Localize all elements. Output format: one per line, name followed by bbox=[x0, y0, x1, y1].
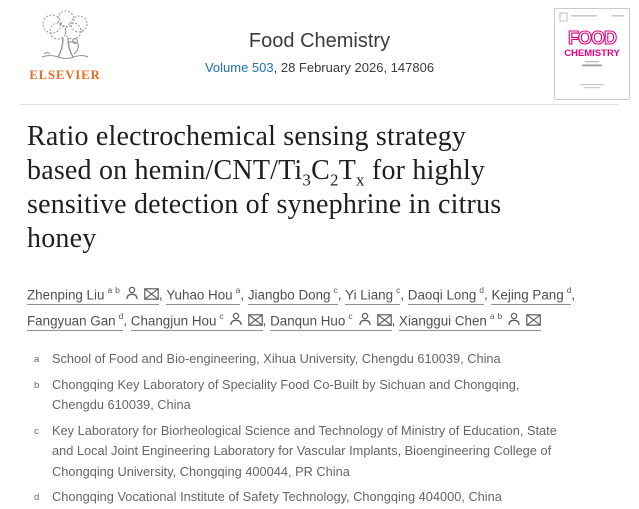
author-affiliation-sup: d bbox=[566, 284, 572, 295]
author-link[interactable]: Zhenping Liu a b bbox=[27, 283, 159, 305]
affiliation-text: School of Food and Bio-engineering, Xihu… bbox=[52, 351, 501, 366]
title-text: honey bbox=[27, 223, 97, 254]
title-text: Ratio electrochemical sensing strategy bbox=[27, 121, 467, 152]
author-email-icon[interactable] bbox=[526, 314, 542, 326]
title-text: C bbox=[311, 155, 330, 186]
author-link[interactable]: Changjun Hou c bbox=[130, 309, 263, 331]
journal-title-link[interactable]: Food Chemistry bbox=[248, 30, 391, 52]
journal-header-center: Food Chemistry Volume 503, 28 February 2… bbox=[110, 30, 529, 75]
author-email-icon[interactable] bbox=[247, 314, 263, 326]
cover-title-food: FOOD bbox=[568, 28, 617, 48]
affiliation-item: b Chongqing Key Laboratory of Speciality … bbox=[27, 375, 572, 416]
author-person-icon[interactable] bbox=[507, 312, 521, 326]
author-link[interactable]: Danqun Huo c bbox=[270, 309, 392, 331]
affiliation-item: d Chongqing Vocational Institute of Safet… bbox=[27, 487, 572, 508]
author-link[interactable]: Daoqi Long d bbox=[407, 283, 485, 305]
author-affiliation-sup: b bbox=[115, 284, 120, 295]
title-text: sensitive detection of synephrine in cit… bbox=[27, 189, 502, 220]
author-link[interactable]: Yuhao Hou a bbox=[166, 283, 241, 305]
author-person-icon[interactable] bbox=[358, 312, 372, 326]
author-list: Zhenping Liu a b, Yuhao Hou a, Jiangbo Dong… bbox=[27, 282, 615, 334]
title-subscript: 2 bbox=[330, 170, 339, 190]
author-link[interactable]: Jiangbo Dong c bbox=[247, 283, 338, 305]
author-affiliation-sup: c bbox=[333, 284, 338, 295]
author-link[interactable]: Kejing Pang d bbox=[491, 283, 572, 305]
elsevier-logo[interactable]: ELSEVIER bbox=[22, 10, 108, 83]
journal-issue-meta: Volume 503, 28 February 2026, 147806 bbox=[110, 60, 529, 75]
author-name: Fangyuan Gan bbox=[27, 313, 116, 328]
author-email-icon[interactable] bbox=[144, 288, 159, 300]
affiliation-item: c Key Laboratory for Biorheological Scien… bbox=[27, 421, 572, 483]
affiliation-label: c bbox=[34, 425, 39, 437]
author-affiliation-sup: c bbox=[348, 310, 353, 321]
title-text: T bbox=[338, 155, 357, 186]
author-name: Daoqi Long bbox=[407, 287, 477, 302]
affiliation-label: d bbox=[34, 492, 40, 503]
article-title: Ratio electrochemical sensing strategy ba… bbox=[27, 120, 615, 256]
affiliation-text: Chongqing Key Laboratory of Speciality F… bbox=[52, 376, 520, 413]
affiliation-item: a School of Food and Bio-engineering, Xih… bbox=[27, 349, 572, 370]
header-divider bbox=[20, 104, 619, 105]
author-affiliation-sup: a bbox=[235, 284, 241, 295]
author-affiliation-sup: a bbox=[107, 284, 113, 295]
author-affiliation-sup: c bbox=[396, 284, 401, 295]
author-name: Xianggui Chen bbox=[399, 313, 487, 328]
author-name: Zhenping Liu bbox=[27, 287, 105, 302]
title-subscript: 3 bbox=[302, 170, 312, 190]
affiliation-label: a bbox=[34, 354, 40, 365]
journal-cover-thumbnail[interactable]: FOOD CHEMISTRY bbox=[554, 8, 630, 100]
affiliation-text: Key Laboratory for Biorheological Scienc… bbox=[52, 422, 557, 479]
author-name: Yi Liang bbox=[345, 287, 394, 302]
cover-publisher-mark bbox=[559, 12, 568, 22]
author-email-icon[interactable] bbox=[376, 314, 392, 326]
author-link[interactable]: Yi Liang c bbox=[345, 283, 401, 305]
author-name: Yuhao Hou bbox=[166, 287, 233, 302]
affiliation-text: Chongqing Vocational Institute of Safety… bbox=[52, 489, 502, 504]
cover-title-chemistry: CHEMISTRY bbox=[564, 48, 620, 59]
author-affiliation-sup: b bbox=[497, 310, 503, 321]
affiliation-list: a School of Food and Bio-engineering, Xih… bbox=[27, 349, 615, 508]
author-person-icon[interactable] bbox=[125, 286, 139, 300]
author-name: Jiangbo Dong bbox=[247, 287, 331, 302]
volume-link[interactable]: Volume 503 bbox=[204, 60, 274, 75]
author-name: Changjun Hou bbox=[130, 313, 217, 328]
author-link[interactable]: Fangyuan Gan d bbox=[27, 309, 124, 331]
elsevier-wordmark: ELSEVIER bbox=[29, 68, 101, 82]
article-section: Ratio electrochemical sensing strategy ba… bbox=[27, 120, 615, 509]
author-affiliation-sup: d bbox=[118, 310, 124, 321]
author-affiliation-sup: a bbox=[489, 310, 495, 321]
author-link[interactable]: Xianggui Chen a b bbox=[399, 309, 542, 331]
journal-header-bar: ELSEVIER Food Chemistry Volume 503, 28 F… bbox=[0, 0, 639, 104]
author-affiliation-sup: d bbox=[479, 284, 485, 295]
title-text: based on hemin/CNT/Ti bbox=[27, 155, 303, 186]
title-text: for highly bbox=[364, 155, 486, 186]
affiliation-label: b bbox=[34, 379, 40, 391]
author-name: Danqun Huo bbox=[270, 313, 346, 328]
elsevier-tree-icon bbox=[34, 10, 96, 66]
title-subscript: x bbox=[356, 170, 365, 190]
author-name: Kejing Pang bbox=[491, 287, 564, 302]
issue-date-text: , 28 February 2026, 147806 bbox=[273, 60, 435, 75]
author-affiliation-sup: c bbox=[219, 310, 224, 321]
author-person-icon[interactable] bbox=[229, 312, 243, 326]
